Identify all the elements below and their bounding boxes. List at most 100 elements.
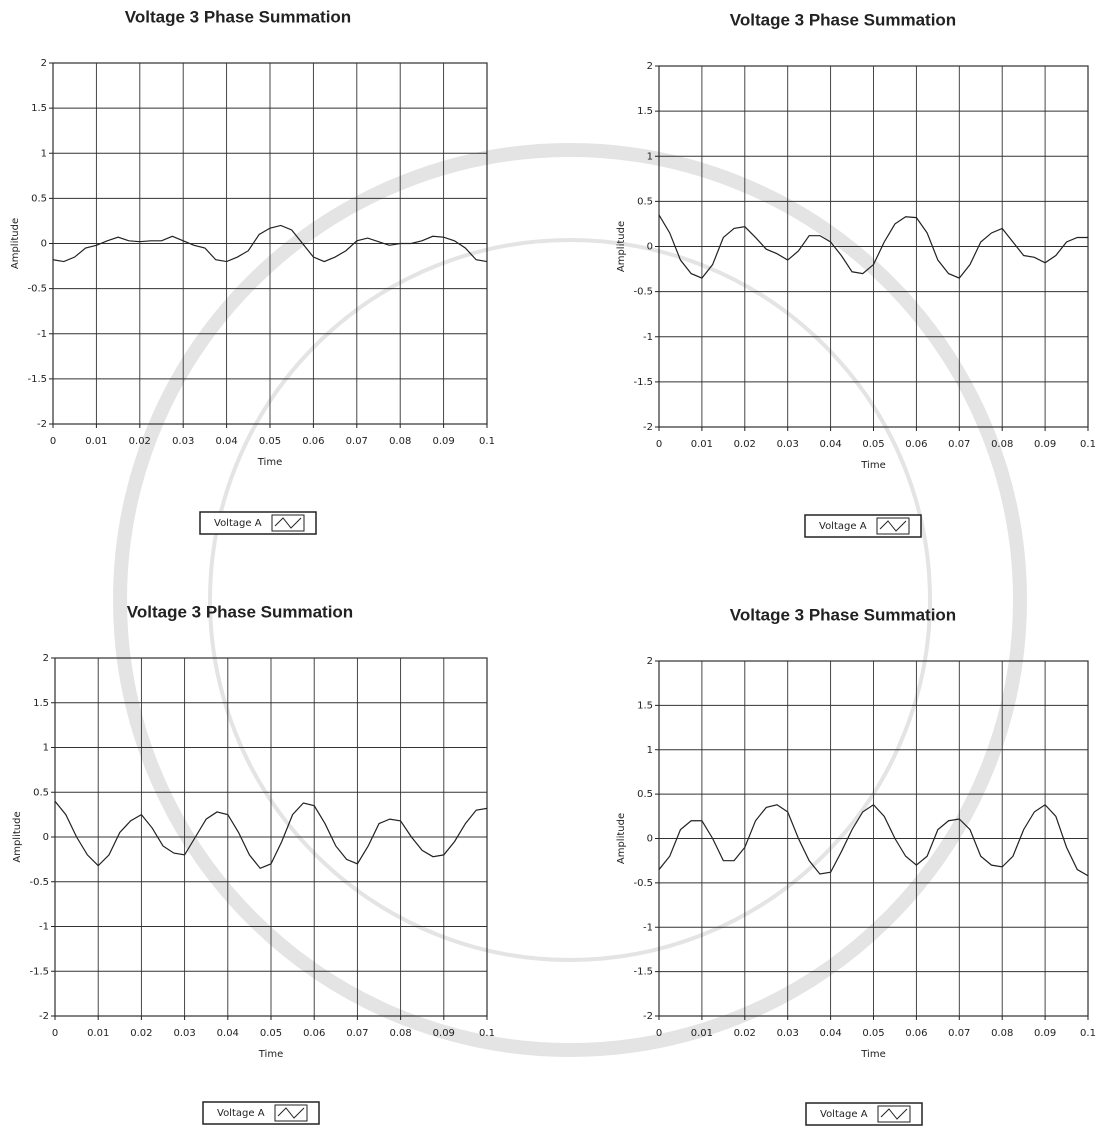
y-tick-label: 1: [43, 743, 49, 754]
x-tick-label: 0.04: [217, 1028, 239, 1039]
y-tick-label: 1: [647, 151, 653, 162]
x-tick-label: 0.01: [85, 436, 107, 447]
x-tick-label: 0.03: [173, 1028, 195, 1039]
x-tick-label: 0.06: [905, 439, 927, 450]
y-tick-label: 2: [43, 653, 49, 664]
x-tick-label: 0.1: [1080, 439, 1096, 450]
x-tick-label: 0.06: [302, 436, 324, 447]
y-tick-label: 1.5: [637, 700, 653, 711]
x-tick-label: 0.06: [905, 1028, 927, 1039]
x-axis-label: Time: [860, 1049, 885, 1060]
x-tick-label: 0.07: [948, 439, 970, 450]
legend: Voltage A: [199, 511, 317, 535]
y-tick-label: -2: [37, 419, 47, 430]
x-tick-label: 0.04: [215, 436, 237, 447]
x-tick-label: 0: [656, 439, 662, 450]
x-tick-label: 0.07: [346, 1028, 368, 1039]
x-tick-label: 0.09: [1034, 1028, 1056, 1039]
y-tick-label: -1: [37, 329, 47, 340]
legend-line: [277, 1107, 305, 1119]
x-tick-label: 0: [52, 1028, 58, 1039]
chart-title: Voltage 3 Phase Summation: [125, 7, 351, 26]
x-tick-label: 0.07: [346, 436, 368, 447]
chart-title: Voltage 3 Phase Summation: [730, 10, 956, 29]
y-tick-label: -2: [39, 1011, 49, 1022]
y-tick-label: 2: [41, 58, 47, 69]
chart: Voltage 3 Phase Summation 2 1.5 1 0.5 0 -0.5 -1…: [12, 602, 495, 1125]
legend-line: [274, 517, 302, 529]
y-tick-label: -1: [39, 922, 49, 933]
y-tick-label: 1.5: [33, 698, 49, 709]
legend: Voltage A: [804, 514, 922, 538]
x-tick-label: 0.04: [819, 1028, 841, 1039]
data-line: [54, 800, 488, 870]
x-tick-label: 0.1: [1080, 1028, 1096, 1039]
legend: Voltage A: [805, 1102, 923, 1126]
legend-swatch: [271, 514, 305, 532]
y-tick-label: 0.5: [637, 196, 653, 207]
chart: Voltage 3 Phase Summation 2 1.5 1 0.5 0 -0.5 -1…: [616, 10, 1096, 538]
y-axis-label: Amplitude: [12, 811, 23, 862]
y-tick-label: 0: [41, 239, 47, 250]
legend-swatch: [876, 517, 910, 535]
x-tick-label: 0.09: [432, 436, 454, 447]
y-tick-label: -0.5: [633, 878, 653, 889]
legend-label: Voltage A: [819, 521, 867, 532]
y-tick-label: 2: [647, 61, 653, 72]
x-tick-label: 0.05: [259, 436, 281, 447]
data-line: [52, 224, 488, 263]
y-axis-label: Amplitude: [616, 221, 627, 272]
y-tick-label: -1.5: [29, 966, 49, 977]
x-tick-label: 0.01: [87, 1028, 109, 1039]
y-tick-label: -0.5: [633, 287, 653, 298]
chart: Voltage 3 Phase Summation 2 1.5 1 0.5 0 -0.5 -1…: [10, 7, 495, 535]
y-tick-label: 1: [647, 745, 653, 756]
x-tick-label: 0.08: [389, 436, 411, 447]
x-axis-label: Time: [258, 1049, 283, 1060]
legend-label: Voltage A: [214, 518, 262, 529]
y-tick-label: 1.5: [637, 106, 653, 117]
x-tick-label: 0.01: [691, 439, 713, 450]
x-tick-label: 0.03: [777, 439, 799, 450]
x-axis-label: Time: [257, 457, 282, 468]
x-tick-label: 0: [656, 1028, 662, 1039]
legend-label: Voltage A: [217, 1108, 265, 1119]
x-tick-label: 0.09: [1034, 439, 1056, 450]
chart-title: Voltage 3 Phase Summation: [730, 605, 956, 624]
y-tick-label: -0.5: [29, 877, 49, 888]
y-tick-label: -2: [643, 422, 653, 433]
legend-label: Voltage A: [820, 1109, 868, 1120]
x-tick-label: 0.05: [260, 1028, 282, 1039]
x-tick-label: 0.08: [389, 1028, 411, 1039]
data-line: [658, 803, 1089, 877]
x-tick-label: 0.08: [991, 439, 1013, 450]
x-tick-label: 0.06: [303, 1028, 325, 1039]
legend-line: [880, 1108, 908, 1120]
x-tick-label: 0.03: [777, 1028, 799, 1039]
x-tick-label: 0.1: [479, 1028, 495, 1039]
x-tick-label: 0.02: [129, 436, 151, 447]
chart: Voltage 3 Phase Summation 2 1.5 1 0.5 0 -0.5 -1…: [616, 605, 1096, 1126]
watermark: [113, 143, 1027, 1057]
x-tick-label: 0.05: [862, 1028, 884, 1039]
y-tick-label: -2: [643, 1011, 653, 1022]
x-tick-label: 0.09: [433, 1028, 455, 1039]
legend-line: [879, 520, 907, 532]
x-tick-label: 0.01: [691, 1028, 713, 1039]
x-tick-label: 0.02: [734, 439, 756, 450]
x-tick-label: 0.02: [130, 1028, 152, 1039]
x-tick-label: 0.08: [991, 1028, 1013, 1039]
x-axis-label: Time: [860, 460, 885, 471]
y-axis-label: Amplitude: [10, 218, 21, 269]
x-tick-label: 0.07: [948, 1028, 970, 1039]
y-tick-label: -1: [643, 922, 653, 933]
y-tick-label: 0: [647, 834, 653, 845]
y-axis-label: Amplitude: [616, 813, 627, 864]
data-line: [658, 214, 1088, 279]
legend: Voltage A: [202, 1101, 320, 1125]
x-tick-label: 0.1: [479, 436, 495, 447]
x-tick-label: 0.05: [862, 439, 884, 450]
legend-swatch: [274, 1104, 308, 1122]
y-tick-label: 2: [647, 656, 653, 667]
